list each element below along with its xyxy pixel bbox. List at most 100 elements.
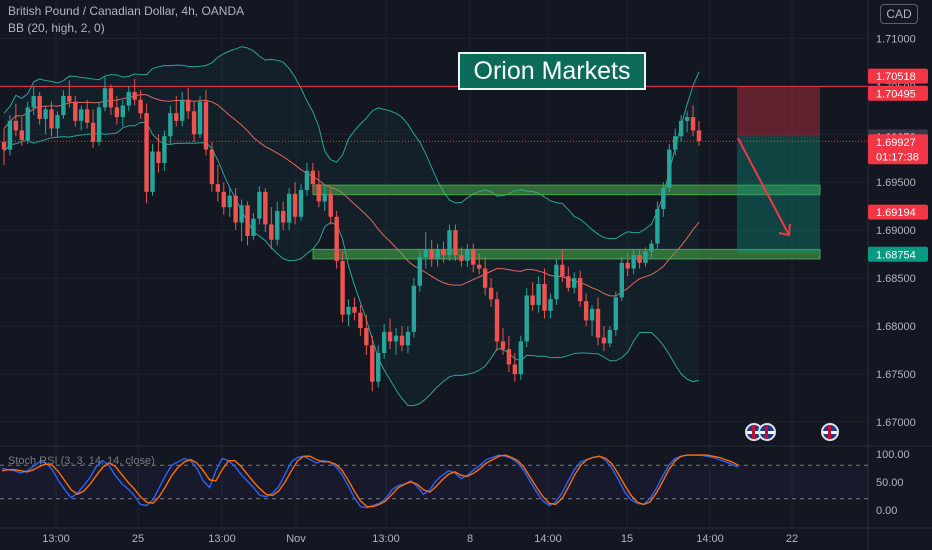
candle-body	[150, 151, 155, 192]
take-profit-zone	[737, 136, 820, 254]
uk-flag-event-icon[interactable]	[821, 423, 839, 441]
countdown-label: 01:17:38	[876, 151, 919, 163]
candle-body	[625, 262, 630, 269]
uk-flag-event-icon[interactable]	[758, 423, 776, 441]
candle-body	[381, 331, 387, 353]
candle-body	[156, 151, 161, 164]
candle-body	[49, 109, 54, 129]
candle-body	[494, 299, 500, 342]
stoch-rsi-legend[interactable]: Stoch RSI (3, 3, 14, 14, close)	[8, 455, 155, 467]
candle-body	[19, 130, 25, 141]
candle-body	[257, 191, 262, 219]
candle-body	[506, 349, 512, 365]
candle-body	[84, 109, 90, 123]
price-label-text: 1.69927	[876, 137, 916, 149]
candle-body	[607, 329, 613, 344]
candle-body	[239, 205, 244, 223]
price-label-text: 1.69194	[876, 207, 916, 219]
projection-arrowhead	[778, 223, 791, 237]
candle-body	[126, 92, 131, 106]
price-tick-label: 1.67000	[876, 417, 916, 429]
price-label-tag	[868, 246, 928, 262]
stoch-tick-label: 50.00	[876, 477, 904, 489]
candle-body	[684, 117, 690, 121]
candle-body	[269, 224, 274, 240]
candle-body	[577, 278, 583, 302]
candle-body	[316, 184, 322, 202]
bollinger-lower-band	[3, 121, 700, 406]
candle-body	[1, 141, 7, 150]
candle-body	[524, 295, 529, 342]
candle-body	[518, 341, 523, 375]
candle-body	[530, 295, 535, 306]
candle-body	[340, 260, 345, 315]
price-tick-label: 1.68500	[876, 273, 916, 285]
bollinger-bands-legend[interactable]: BB (20, high, 2, 0)	[8, 21, 105, 35]
candle-body	[548, 299, 553, 311]
candle-body	[114, 107, 120, 118]
candle-body	[631, 255, 636, 269]
price-label-tag	[868, 68, 928, 84]
price-label-tag	[868, 134, 928, 165]
currency-badge[interactable]: CAD	[880, 4, 918, 24]
candle-body	[678, 120, 684, 137]
candle-body	[168, 113, 173, 137]
candle-body	[310, 170, 316, 185]
candle-body	[13, 120, 19, 131]
time-tick-label: 14:00	[696, 533, 724, 545]
candle-body	[233, 195, 238, 223]
candle-body	[263, 191, 268, 225]
candle-body	[542, 283, 547, 311]
stoch-d-line	[1, 454, 739, 508]
candle-body	[322, 193, 327, 202]
candle-body	[441, 249, 446, 256]
candle-body	[405, 331, 411, 346]
bollinger-basis-line	[3, 94, 700, 297]
candle-body	[96, 107, 102, 142]
candle-body	[667, 149, 672, 188]
candle-body	[655, 209, 660, 244]
candle-body	[25, 107, 30, 141]
candle-body	[203, 101, 209, 150]
candle-body	[197, 101, 203, 135]
candle-body	[619, 262, 624, 298]
candle-body	[37, 95, 42, 119]
candle-body	[328, 193, 333, 217]
candle-body	[304, 170, 310, 190]
candle-body	[245, 205, 250, 236]
candle-body	[399, 335, 405, 346]
price-tick-label: 1.69500	[876, 177, 916, 189]
time-tick-label: 22	[786, 533, 798, 545]
candle-body	[364, 328, 369, 346]
projection-arrow	[737, 137, 790, 236]
candle-body	[280, 211, 286, 223]
candle-body	[482, 268, 488, 288]
candle-body	[73, 101, 78, 121]
candle-body	[637, 255, 642, 263]
candle-body	[180, 99, 185, 121]
candle-body	[132, 92, 137, 100]
price-tick-label: 1.71000	[876, 33, 916, 45]
candle-body	[221, 191, 226, 208]
candle-body	[43, 109, 48, 119]
candle-body	[251, 218, 256, 236]
price-label-text: 1.70495	[876, 88, 916, 100]
candle-body	[536, 283, 541, 306]
candle-body	[423, 249, 428, 258]
candle-body	[696, 130, 702, 141]
stoch-band-fill	[0, 465, 868, 499]
candle-body	[673, 136, 678, 150]
candle-body	[471, 249, 476, 265]
candle-body	[690, 117, 696, 131]
candle-body	[138, 99, 143, 114]
price-label-text: 1.68754	[876, 249, 916, 261]
candle-body	[417, 257, 422, 286]
candle-body	[227, 195, 232, 208]
candle-body	[583, 301, 589, 321]
candle-body	[191, 111, 197, 135]
candle-body	[661, 187, 666, 210]
candle-body	[162, 136, 167, 164]
candle-body	[352, 306, 357, 313]
